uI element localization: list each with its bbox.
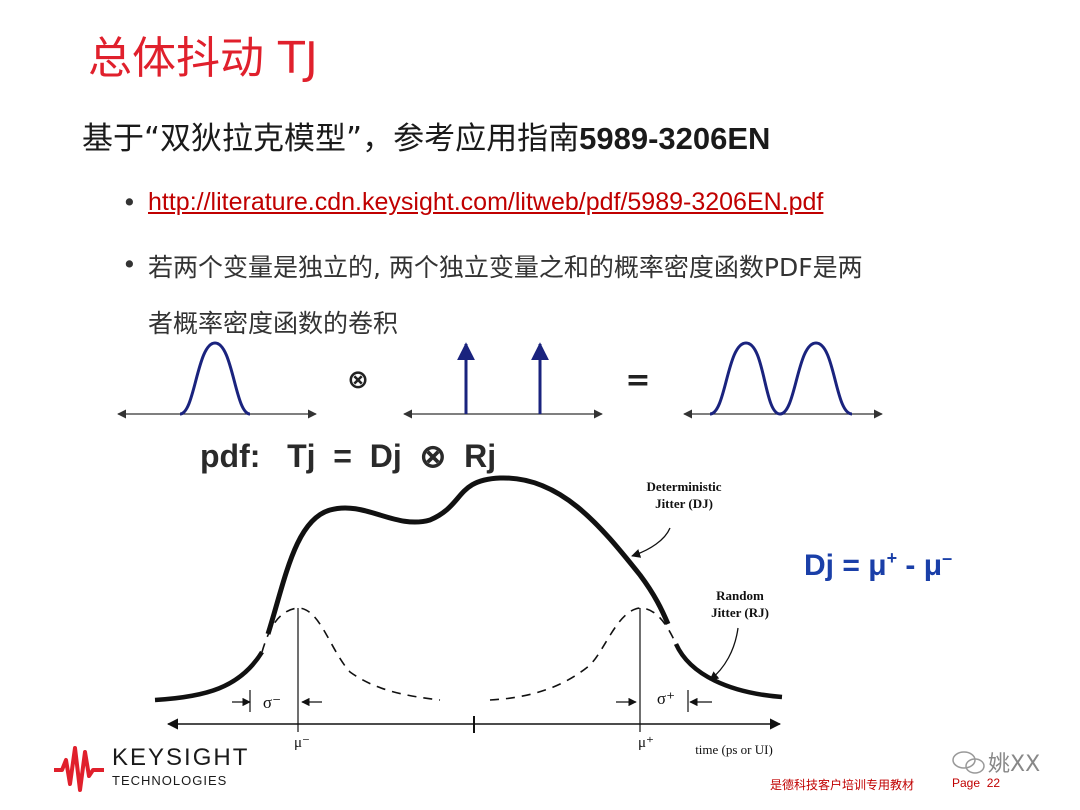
keysight-logo-subtext: TECHNOLOGIES [112, 773, 228, 788]
pdf-equation: pdf: Tj = Dj ⊗ Rj [200, 438, 497, 474]
bullet-convolution-line1: 若两个变量是独立的, 两个独立变量之和的概率密度函数PDF是两 [148, 253, 863, 282]
tj-curve-right-tail [673, 643, 783, 700]
subtitle-app-note: 5989-3206EN [579, 121, 771, 156]
bullet-marker: • [122, 250, 137, 279]
dj-formula-lhs: Dj = [804, 549, 869, 582]
result-pdf-panel [683, 341, 883, 419]
gaussian-pdf-panel [117, 341, 317, 419]
sigma-plus-label: σ⁺ [657, 689, 675, 708]
minus-superscript: – [942, 548, 953, 568]
bullet-convolution-line2: 者概率密度函数的卷积 [148, 309, 399, 338]
footer-course-label: 是德科技客户培训专用教材 [770, 778, 915, 792]
rj-label-line1: Random [716, 588, 764, 603]
page-number: 22 [986, 776, 1001, 790]
page-label: Page [952, 776, 981, 790]
rj-label-line2: Jitter (RJ) [711, 605, 769, 620]
dj-callout-arrow [631, 527, 671, 558]
convolution-operator: ⊗ [347, 365, 369, 395]
watermark-text: 姚XX [988, 752, 1041, 777]
dual-dirac-panel [403, 342, 603, 419]
bullet-link-item: http://literature.cdn.keysight.com/litwe… [148, 187, 823, 217]
mu-minus-label: μ⁻ [294, 735, 310, 751]
slide-title: 总体抖动 TJ [88, 33, 318, 84]
mu-symbol: μ [923, 549, 943, 582]
dj-formula: Dj = μ+ - μ– [804, 548, 952, 583]
rj-callout-arrow [709, 627, 739, 681]
sigma-minus-label: σ⁻ [263, 693, 281, 712]
subtitle-chinese: 基于“双狄拉克模型”，参考应用指南 [82, 121, 580, 157]
tj-curve-left-tail [154, 650, 264, 703]
mu-plus-label: μ⁺ [638, 735, 654, 751]
footer-page: Page 22 [952, 776, 1000, 790]
equals-operator: = [625, 363, 650, 398]
minus-operator: - [897, 549, 924, 582]
wechat-icon [952, 751, 985, 774]
dj-label-line2: Jitter (DJ) [655, 496, 713, 511]
plus-superscript: + [886, 548, 898, 568]
slide-subtitle: 基于“双狄拉克模型”，参考应用指南5989-3206EN [82, 113, 770, 158]
keysight-logo-text: KEYSIGHT [112, 744, 250, 771]
gaussian-curve [179, 341, 251, 416]
rj-gaussian-right [489, 607, 677, 701]
keysight-logo-icon [54, 746, 104, 792]
dj-label-line1: Deterministic [646, 479, 721, 494]
result-curve [709, 341, 853, 416]
rj-gaussian-left [261, 607, 441, 701]
mu-symbol: μ [868, 549, 887, 582]
time-axis-label: time (ps or UI) [695, 742, 773, 757]
jitter-pdf-diagram: Deterministic Jitter (DJ) Random Jitter … [154, 475, 783, 757]
bullet-marker: • [122, 188, 137, 217]
tj-curve-main [265, 475, 671, 635]
app-note-link[interactable]: http://literature.cdn.keysight.com/litwe… [148, 188, 824, 216]
